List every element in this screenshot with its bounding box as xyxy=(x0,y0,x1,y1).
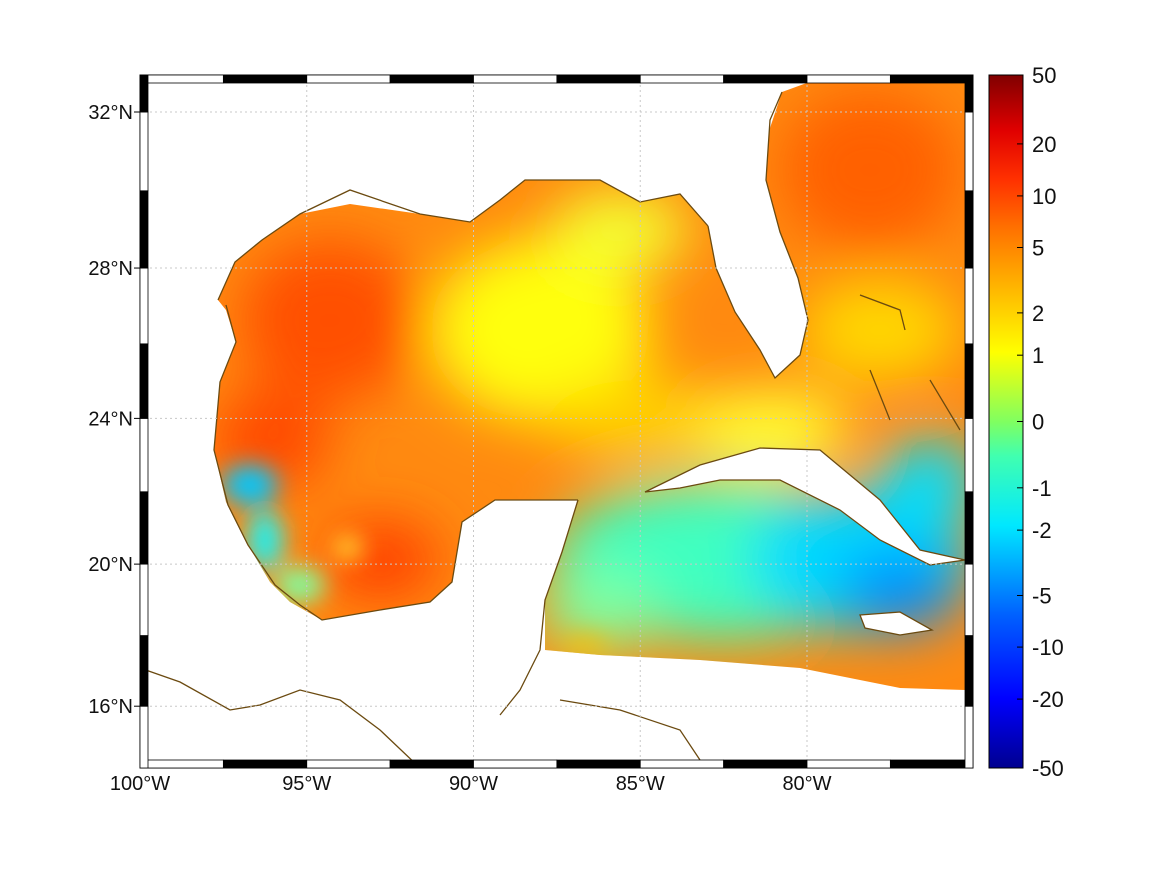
frame-segment xyxy=(306,74,391,84)
frame-segment xyxy=(222,759,308,769)
frame-segment xyxy=(139,705,149,769)
lat-tick-label: 32°N xyxy=(88,102,133,124)
frame-segment xyxy=(723,759,808,769)
colorbar-tick-label: 20 xyxy=(1032,132,1056,157)
colorbar-tick-label: 5 xyxy=(1032,236,1044,261)
lon-tick-label: 85°W xyxy=(616,773,665,795)
frame-segment xyxy=(473,759,558,769)
frame-segment xyxy=(139,635,149,707)
yucatan-coast xyxy=(213,304,578,621)
frame-segment xyxy=(723,74,808,84)
graticule xyxy=(140,75,973,768)
frame-segment xyxy=(889,74,974,84)
lon-tick-label: 80°W xyxy=(782,773,831,795)
frame-segment xyxy=(139,111,149,192)
lat-tick-label: 24°N xyxy=(88,408,133,430)
colorbar-tick-label: 0 xyxy=(1032,410,1044,435)
frame-ticks xyxy=(139,74,974,769)
frame-segment xyxy=(964,635,974,707)
lon-tick-label: 95°W xyxy=(282,773,331,795)
frame-segment xyxy=(556,74,641,84)
cuba xyxy=(644,447,966,566)
florida-coast xyxy=(707,91,809,380)
longitude-labels: 100°W 95°W 90°W 85°W 80°W xyxy=(110,773,832,795)
lat-tick-label: 28°N xyxy=(88,258,133,280)
frame-segment xyxy=(964,563,974,636)
colorbar-tick-label: 1 xyxy=(1032,343,1044,368)
colorbar-tick-label: -2 xyxy=(1032,518,1052,543)
frame-segment xyxy=(964,111,974,192)
colorbar-tick-label: -20 xyxy=(1032,687,1064,712)
lat-tick-label: 20°N xyxy=(88,554,133,576)
colorbar-tick-label: 10 xyxy=(1032,184,1056,209)
frame-segment xyxy=(639,74,725,84)
frame-segment xyxy=(139,74,224,84)
colorbar-tick-label: -10 xyxy=(1032,635,1064,660)
frame-segment xyxy=(556,759,641,769)
frame-segment xyxy=(139,74,149,113)
colorbar-tick-label: -1 xyxy=(1032,476,1052,501)
frame-segment xyxy=(964,267,974,345)
frame-segment xyxy=(389,74,474,84)
frame-segment xyxy=(389,759,474,769)
caribbean-coast-yucatan xyxy=(499,499,579,716)
colorbar-tick-label: 50 xyxy=(1032,63,1056,88)
colorbar-tick-label: -50 xyxy=(1032,756,1064,781)
frame-segment xyxy=(964,491,974,565)
frame-segment xyxy=(222,74,308,84)
frame-segment xyxy=(473,74,558,84)
frame-segment xyxy=(139,491,149,565)
frame-segment xyxy=(306,759,391,769)
lon-tick-label: 100°W xyxy=(110,773,170,795)
frame-segment xyxy=(806,759,891,769)
jamaica xyxy=(859,611,934,636)
frame-segment xyxy=(139,759,224,769)
frame-segment xyxy=(964,705,974,769)
anomaly-field xyxy=(214,80,965,690)
frame-segment xyxy=(964,417,974,493)
colorbar-tick-label: 2 xyxy=(1032,301,1044,326)
lat-tick-label: 16°N xyxy=(88,696,133,718)
honduras-coast xyxy=(559,699,701,761)
frame-segment xyxy=(964,74,974,113)
lon-tick-label: 90°W xyxy=(449,773,498,795)
frame-segment xyxy=(139,417,149,493)
latitude-labels: 32°N 28°N 24°N 20°N 16°N xyxy=(88,102,140,718)
frame-segment xyxy=(139,190,149,269)
frame-segment xyxy=(139,343,149,419)
colorbar-tick-label: -5 xyxy=(1032,583,1052,608)
frame-segment xyxy=(639,759,725,769)
bahamas xyxy=(859,294,961,431)
frame-segment xyxy=(964,190,974,269)
frame-segment xyxy=(806,74,891,84)
frame-segment xyxy=(889,759,974,769)
frame-segment xyxy=(964,343,974,419)
frame-segment xyxy=(139,563,149,636)
frame-segment xyxy=(139,267,149,345)
central-america-coast xyxy=(139,667,421,769)
